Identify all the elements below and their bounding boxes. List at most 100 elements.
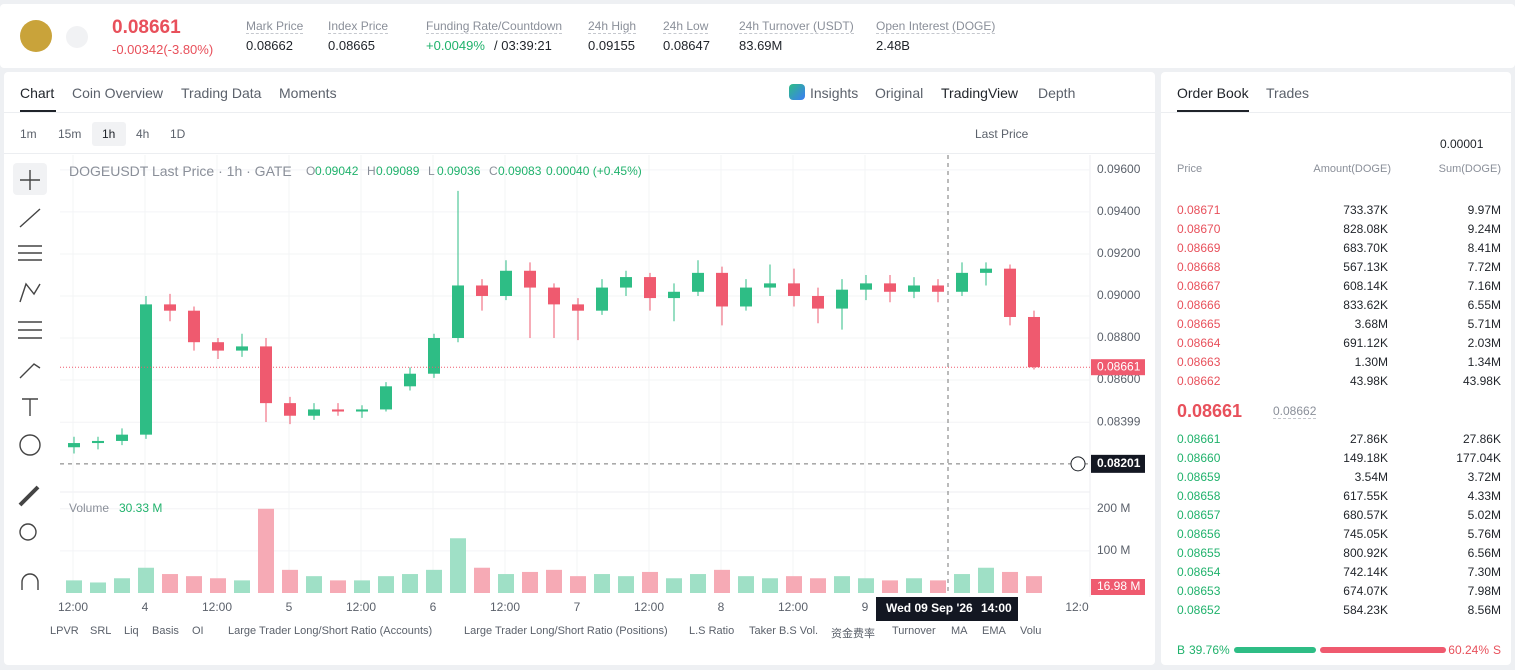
candle-body	[980, 268, 992, 273]
x-tick-label: 12:00	[346, 600, 376, 614]
book-price: 0.08668	[1177, 260, 1221, 274]
ruler-tool[interactable]	[18, 485, 40, 507]
volume-bar	[1026, 576, 1042, 593]
indicator[interactable]: EMA	[982, 625, 1006, 637]
time-tag	[876, 597, 1018, 621]
indicator[interactable]: Volu	[1020, 625, 1042, 637]
book-price: 0.08671	[1177, 203, 1221, 217]
view-tab[interactable]: TradingView	[941, 85, 1019, 101]
indicator[interactable]: MA	[951, 625, 968, 637]
trend-tool[interactable]	[19, 208, 41, 228]
emoji-tool[interactable]	[19, 434, 41, 456]
indicator[interactable]: 资金费率	[831, 628, 875, 640]
magnet-tool[interactable]	[21, 573, 39, 590]
book-amount: 833.62K	[1343, 298, 1388, 312]
book-price: 0.08652	[1177, 603, 1221, 617]
brush-tool[interactable]	[19, 363, 41, 379]
stat-label: Funding Rate/Countdown	[426, 19, 563, 34]
book-amount: 1.30M	[1354, 355, 1388, 369]
candle-body	[92, 440, 104, 444]
candle-body	[452, 285, 464, 338]
active-tab-underline	[20, 110, 56, 112]
y-tick-label: 0.09200	[1097, 246, 1141, 260]
candle-body	[884, 283, 896, 292]
stat-label: 24h Low	[663, 19, 709, 34]
candle-body	[620, 277, 632, 288]
lines-tool[interactable]	[18, 245, 42, 261]
volume-bar	[138, 567, 154, 593]
indicator[interactable]: Large Trader Long/Short Ratio (Accounts)	[228, 625, 433, 637]
volume-bar	[714, 569, 730, 593]
indicator[interactable]: Basis	[152, 625, 179, 637]
fib-tool[interactable]	[18, 321, 42, 339]
candle-body	[692, 272, 704, 292]
candle-body	[404, 373, 416, 387]
view-tab[interactable]: Insights	[810, 85, 859, 101]
candle-body	[788, 283, 800, 296]
price-type[interactable]: Last Price	[975, 127, 1029, 141]
candle-body	[284, 403, 296, 416]
indicator[interactable]: Taker B.S Vol.	[749, 625, 819, 637]
time-label: Wed 09 Sep '26	[886, 601, 973, 615]
interval[interactable]: 4h	[136, 127, 150, 141]
interval[interactable]: 1m	[20, 127, 37, 141]
indicator[interactable]: Large Trader Long/Short Ratio (Positions…	[464, 625, 668, 637]
interval[interactable]: 1h	[102, 127, 116, 141]
indicator[interactable]: LPVR	[50, 625, 79, 637]
chart-tab[interactable]: Trading Data	[181, 85, 262, 101]
chart-tab[interactable]: Coin Overview	[72, 85, 164, 101]
crosshair-tool[interactable]	[20, 170, 40, 190]
book-amount: 3.68M	[1354, 317, 1388, 331]
candle-body	[740, 287, 752, 307]
zoom-tool[interactable]	[19, 523, 37, 541]
candle-body	[116, 434, 128, 441]
book-amount: 800.92K	[1343, 546, 1388, 560]
book-sum: 9.97M	[1467, 203, 1501, 217]
chart-tab[interactable]: Chart	[20, 85, 55, 101]
active-interval	[92, 122, 126, 146]
book-amount: 680.57K	[1343, 508, 1388, 522]
candle-body	[764, 283, 776, 288]
text-tool[interactable]	[22, 398, 38, 416]
indicator[interactable]: Turnover	[892, 625, 936, 637]
chart-tab[interactable]: Moments	[279, 85, 337, 101]
legend-value: 0.09083	[498, 164, 542, 178]
y-tick-label: 0.09000	[1097, 288, 1141, 302]
candle-body	[308, 409, 320, 416]
book-tab[interactable]: Order Book	[1177, 85, 1249, 101]
x-tick-label: 9	[862, 600, 869, 614]
book-sum: 5.02M	[1467, 508, 1501, 522]
book-sum: 9.24M	[1467, 222, 1501, 236]
candle-body	[212, 342, 224, 351]
candle-body	[1004, 268, 1016, 317]
interval[interactable]: 1D	[170, 127, 186, 141]
volume-bar	[954, 574, 970, 593]
mark-price: 0.08662	[1273, 404, 1317, 419]
book-sum: 1.34M	[1467, 355, 1501, 369]
view-tab[interactable]: Original	[875, 85, 924, 101]
book-tab[interactable]: Trades	[1266, 85, 1310, 101]
volume-bar	[114, 578, 130, 593]
book-sum: 3.72M	[1467, 470, 1501, 484]
candle-body	[548, 287, 560, 305]
book-amount: 745.05K	[1343, 527, 1388, 541]
volume-bar	[546, 569, 562, 593]
volume-bar	[330, 580, 346, 593]
precision[interactable]: 0.00001	[1440, 137, 1484, 151]
interval[interactable]: 15m	[58, 127, 82, 141]
indicator[interactable]: Liq	[124, 625, 139, 637]
favorite-star[interactable]	[66, 26, 88, 48]
volume-bar	[426, 569, 442, 593]
coin-icon	[20, 20, 52, 52]
pattern-tool[interactable]	[19, 282, 41, 303]
volume-bar	[738, 576, 754, 593]
indicator[interactable]: SRL	[90, 625, 112, 637]
y2-tick-label: 200 M	[1097, 501, 1130, 515]
indicator[interactable]: L.S Ratio	[689, 625, 735, 637]
volume-bar	[354, 580, 370, 593]
y-tick-label: 0.09600	[1097, 162, 1141, 176]
indicator[interactable]: OI	[192, 625, 204, 637]
legend-value: 0.09089	[376, 164, 420, 178]
view-tab[interactable]: Depth	[1038, 85, 1076, 101]
